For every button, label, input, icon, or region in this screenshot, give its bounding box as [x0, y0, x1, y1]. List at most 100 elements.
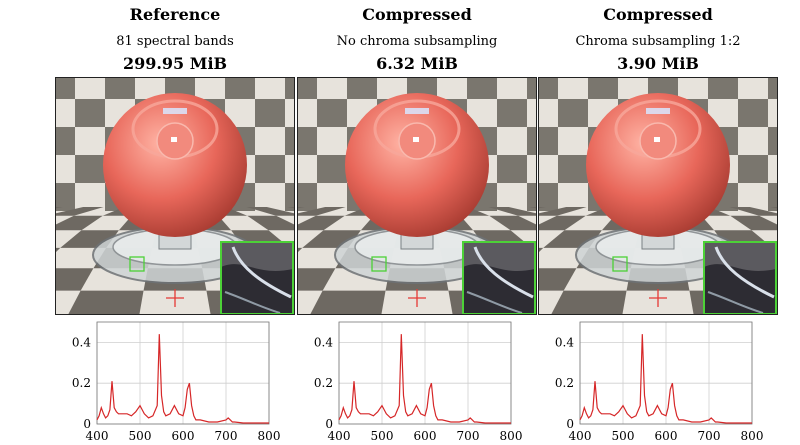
- x-tick-label: 800: [741, 429, 764, 443]
- checker-tile: [708, 77, 738, 99]
- specular-dot: [413, 137, 419, 142]
- y-tick-label: 0: [325, 417, 333, 431]
- plot-frame: [96, 321, 270, 425]
- x-tick-label: 700: [457, 429, 480, 443]
- floor-tile: [297, 207, 346, 216]
- plot-frame: [338, 321, 512, 425]
- floor-tile: [538, 215, 586, 231]
- panel-file-size: 299.95 MiB: [122, 54, 228, 73]
- panel-title: Compressed: [362, 5, 472, 24]
- floor-tile: [488, 207, 537, 216]
- checker-tile: [768, 77, 778, 99]
- specular-dot: [171, 137, 177, 142]
- checker-tile: [55, 183, 75, 211]
- inset-dark-region: [221, 264, 293, 314]
- floor-tile: [729, 207, 778, 216]
- spectrum-line: [579, 334, 752, 424]
- floor-tile: [55, 268, 94, 291]
- rendered-scene: [538, 77, 778, 315]
- y-tick-label: 0.2: [72, 376, 91, 390]
- x-tick-label: 600: [172, 429, 195, 443]
- x-tick-label: 600: [655, 429, 678, 443]
- checker-tile: [297, 183, 317, 211]
- rendered-scene: [297, 77, 537, 315]
- inset-glint: [473, 246, 534, 299]
- inset-glint: [714, 246, 775, 299]
- checker-tile: [225, 77, 255, 99]
- specular-highlight: [163, 108, 187, 114]
- spectrum-line: [338, 334, 511, 424]
- zoom-region-box: [612, 256, 628, 272]
- floor-tile: [55, 207, 104, 216]
- specular-dot: [654, 137, 660, 142]
- y-tick-label: 0: [566, 417, 574, 431]
- floor-tile: [67, 290, 144, 315]
- panel-file-size: 6.32 MiB: [376, 54, 458, 73]
- spectrum-plot: 400 500 600 700 800 0 0.2 0.4: [555, 321, 764, 443]
- y-tick-label: 0.4: [314, 335, 333, 349]
- specular-highlight: [646, 108, 670, 114]
- inset-dark-region: [704, 264, 776, 314]
- checker-tile: [297, 77, 317, 99]
- checker-tile: [105, 77, 135, 99]
- rendered-scene: [55, 77, 295, 315]
- checker-tile: [738, 155, 768, 183]
- floor-tile: [287, 207, 295, 209]
- floor-tile: [297, 215, 345, 231]
- zoom-inset: [462, 241, 536, 315]
- scene-frame: [538, 77, 778, 315]
- sphere: [586, 93, 730, 237]
- checker-tile: [285, 127, 295, 155]
- panel-subtitle: No chroma subsampling: [336, 34, 498, 49]
- zoom-inset: [220, 241, 294, 315]
- x-tick-label: 500: [612, 429, 635, 443]
- y-tick-label: 0.2: [555, 376, 574, 390]
- x-tick-label: 400: [86, 429, 109, 443]
- checker-tile: [538, 127, 558, 155]
- checker-tile: [527, 77, 537, 99]
- floor-tile: [538, 247, 544, 253]
- checker-tile: [497, 155, 527, 183]
- floor-tile: [55, 215, 103, 231]
- checker-tile: [285, 183, 295, 211]
- zoom-region-box: [371, 256, 387, 272]
- floor-tile: [297, 207, 305, 209]
- scene-group: [55, 77, 295, 315]
- checker-tile: [768, 127, 778, 155]
- floor-tile: [247, 215, 295, 231]
- floor-tile: [730, 215, 778, 231]
- checker-tile: [527, 127, 537, 155]
- x-tick-label: 800: [500, 429, 523, 443]
- y-tick-label: 0.2: [314, 376, 333, 390]
- scene-frame: [55, 77, 295, 315]
- y-tick-label: 0.4: [72, 335, 91, 349]
- checker-tile: [738, 99, 768, 127]
- y-tick-label: 0: [83, 417, 91, 431]
- panel-title: Compressed: [603, 5, 713, 24]
- checker-tile: [497, 99, 527, 127]
- inset-edge: [707, 291, 764, 314]
- x-tick-label: 400: [569, 429, 592, 443]
- checker-tile: [75, 155, 105, 183]
- inset-glint: [231, 246, 292, 299]
- x-tick-label: 700: [215, 429, 238, 443]
- floor-tile: [297, 247, 303, 253]
- inset-edge: [466, 291, 523, 314]
- x-tick-label: 500: [129, 429, 152, 443]
- floor-tile: [538, 207, 587, 216]
- checker-tile: [55, 77, 75, 99]
- panel-title: Reference: [129, 5, 221, 24]
- checker-tile: [55, 127, 75, 155]
- checker-tile: [527, 183, 537, 211]
- checker-tile: [297, 127, 317, 155]
- checker-tile: [588, 77, 618, 99]
- floor-tile: [246, 207, 295, 216]
- floor-tile: [489, 215, 537, 231]
- panel-subtitle: 81 spectral bands: [116, 34, 234, 49]
- specular-highlight: [405, 108, 429, 114]
- scene-group: [538, 77, 778, 315]
- x-tick-label: 800: [258, 429, 281, 443]
- x-tick-label: 400: [328, 429, 351, 443]
- checker-tile: [317, 99, 347, 127]
